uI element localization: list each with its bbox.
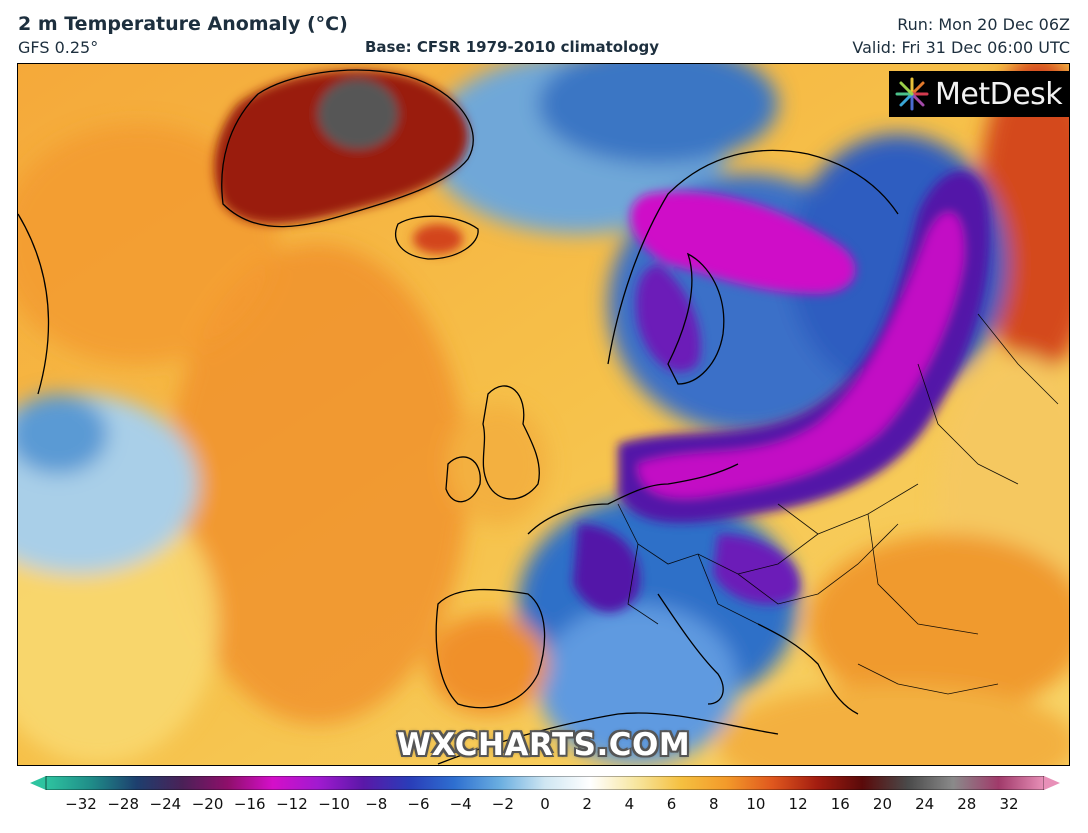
greenland-peak [318, 79, 398, 149]
colorbar-tick-label: −8 [365, 795, 388, 813]
europe-coast [527, 463, 739, 535]
model-label: GFS 0.25° [18, 38, 99, 57]
colorbar-tick-label: 16 [830, 795, 850, 813]
colorbar-tick-label: −4 [449, 795, 472, 813]
map-canvas [18, 64, 1069, 765]
colorbar-body [45, 776, 1045, 790]
colorbar-left-arrow [30, 776, 46, 790]
scandinavia-cold [630, 191, 856, 294]
warm-iberia [428, 614, 548, 714]
colorbar-tick-label: 10 [746, 795, 766, 813]
colorbar-tick-label: −12 [276, 795, 308, 813]
borders [617, 313, 1059, 695]
logo-text: MetDesk [935, 76, 1063, 112]
colorbar-tick-label: −6 [407, 795, 430, 813]
colorbar-tick-label: 28 [957, 795, 977, 813]
starburst-icon [895, 77, 929, 111]
ireland-coast [445, 456, 481, 503]
watermark: WXCHARTS.COM [396, 727, 691, 763]
chart-title: 2 m Temperature Anomaly (°C) [18, 13, 348, 35]
greenland-coast [221, 69, 474, 228]
extreme-cold-band [618, 171, 990, 523]
africa-coast [437, 712, 779, 765]
colorbar [30, 776, 1060, 790]
run-time-label: Run: Mon 20 Dec 06Z [897, 15, 1070, 34]
colorbar-tick-label: 24 [915, 795, 935, 813]
valid-time-label: Valid: Fri 31 Dec 06:00 UTC [852, 38, 1070, 57]
iceland-coast [395, 215, 479, 260]
colorbar-right-arrow [1044, 776, 1060, 790]
metdesk-logo: MetDesk [889, 71, 1069, 117]
colorbar-ticks: −32 −28 −24 −20 −16 −12 −10 −8 −6 −4 −2 0 2 4 6 8 10 12 16… [0, 795, 1088, 817]
base-climatology-label: Base: CFSR 1979-2010 climatology [365, 38, 660, 56]
iberia-coast [435, 588, 546, 709]
italy-coast [657, 593, 724, 705]
colorbar-tick-label: 6 [666, 795, 677, 813]
colorbar-tick-label: 2 [582, 795, 592, 813]
colorbar-tick-label: −24 [149, 795, 182, 813]
scandinavia-coast [607, 149, 899, 365]
balkans-coast [757, 623, 859, 715]
colorbar-tick-label: −2 [491, 795, 514, 813]
colorbar-tick-label: −28 [107, 795, 139, 813]
colorbar-tick-label: −16 [233, 795, 266, 813]
uk-coast [482, 385, 540, 500]
colorbar-tick-label: −10 [318, 795, 350, 813]
colorbar-tick-label: 0 [540, 795, 550, 813]
colorbar-tick-label: 4 [624, 795, 635, 813]
colorbar-tick-label: 8 [708, 795, 719, 813]
colorbar-tick-label: 32 [999, 795, 1019, 813]
colorbar-tick-label: −20 [191, 795, 224, 813]
colorbar-tick-label: 12 [788, 795, 808, 813]
greenland-warm [214, 70, 469, 224]
colorbar-tick-label: −32 [65, 795, 97, 813]
coastlines [18, 69, 899, 765]
anomaly-map: MetDesk WXCHARTS.COM [17, 63, 1070, 766]
colorbar-tick-label: 20 [872, 795, 892, 813]
warm-core-atlantic [168, 244, 468, 724]
